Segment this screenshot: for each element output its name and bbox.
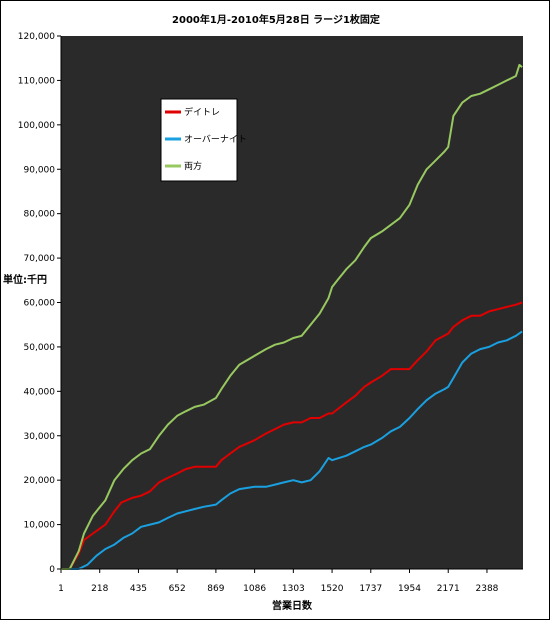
y-tick-label: 60,000 xyxy=(24,299,56,309)
x-tick-label: 869 xyxy=(207,584,224,594)
legend-label-both: 両方 xyxy=(184,160,202,172)
x-axis-ticks: 1 218 435 652 869 1086 1303 1520 1737 1954 2171 238… xyxy=(58,569,499,594)
legend: デイトレ オーバーナイト 両方 xyxy=(160,98,247,182)
x-tick-label: 652 xyxy=(169,584,186,594)
y-tick-label: 110,000 xyxy=(18,76,55,86)
y-tick-label: 0 xyxy=(49,565,55,575)
x-tick-label: 1520 xyxy=(321,584,344,594)
y-axis-ticks: 0 10,000 20,000 30,000 40,000 50,000 60,000 70,… xyxy=(18,32,61,575)
series-line-daytrade xyxy=(61,301,523,570)
x-axis-title: 営業日数 xyxy=(272,599,313,612)
y-tick-label: 40,000 xyxy=(24,387,56,397)
legend-label-daytrade: デイトレ xyxy=(184,106,220,118)
y-tick-label: 20,000 xyxy=(24,476,56,486)
legend-label-overnight: オーバーナイト xyxy=(184,134,247,145)
series-lines xyxy=(61,63,523,570)
y-tick-label: 30,000 xyxy=(24,432,56,442)
x-tick-label: 1086 xyxy=(243,584,266,594)
y-tick-label: 50,000 xyxy=(24,343,56,353)
x-tick-label: 435 xyxy=(130,584,147,594)
series-line-overnight xyxy=(61,330,523,570)
x-tick-label: 2388 xyxy=(476,584,499,594)
x-tick-label: 1 xyxy=(58,584,64,594)
series-line-both xyxy=(61,63,523,570)
y-tick-label: 10,000 xyxy=(24,521,56,531)
y-tick-label: 100,000 xyxy=(18,121,55,131)
y-tick-label: 90,000 xyxy=(24,165,56,175)
x-tick-label: 218 xyxy=(91,584,108,594)
x-tick-label: 1954 xyxy=(398,584,421,594)
chart-title: 2000年1月-2010年5月28日 ラージ1枚固定 xyxy=(172,13,380,26)
y-axis-title: 単位:千円 xyxy=(3,273,47,286)
x-tick-label: 1303 xyxy=(282,584,305,594)
y-tick-label: 70,000 xyxy=(24,254,56,264)
x-tick-label: 1737 xyxy=(359,584,382,594)
x-tick-label: 2171 xyxy=(437,584,460,594)
y-tick-label: 120,000 xyxy=(18,32,55,42)
y-tick-label: 80,000 xyxy=(24,210,56,220)
